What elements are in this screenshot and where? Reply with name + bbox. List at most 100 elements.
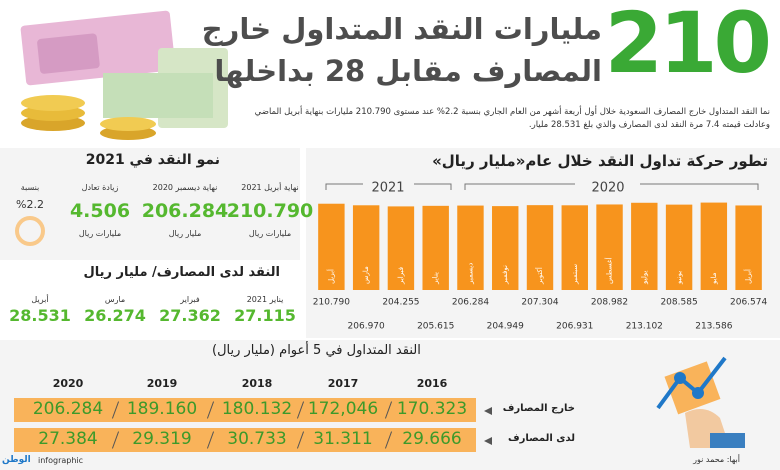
headline: المصارف مقابل 28 بداخلها xyxy=(214,54,602,88)
brand-sub: infographic xyxy=(38,456,84,465)
year-header: 2018 xyxy=(241,377,273,390)
category-label: يناير xyxy=(432,272,440,285)
chart-title: تطور حركة تداول النقد خلال عام«مليار ريا… xyxy=(432,152,768,170)
bank-value: 28.531 xyxy=(9,306,71,325)
bank-label: فبراير xyxy=(180,295,200,304)
bar xyxy=(422,205,449,290)
percent-ring xyxy=(15,216,45,246)
growth-panel xyxy=(0,148,300,260)
value-label: 210.790 xyxy=(313,298,350,308)
cell: 170.323 xyxy=(396,399,468,419)
bar xyxy=(596,204,623,290)
year-header: 2016 xyxy=(416,377,448,390)
year-header: 2019 xyxy=(146,377,178,390)
value-label: 206.931 xyxy=(556,322,593,332)
category-label: أغسطس xyxy=(605,257,614,284)
value-label: 206.970 xyxy=(348,322,385,332)
value-label: 207.304 xyxy=(521,298,558,308)
row-band xyxy=(14,398,476,422)
bar xyxy=(735,205,762,290)
item-value: 206.284 xyxy=(141,200,229,222)
cell: 189.160 xyxy=(126,399,198,419)
bar xyxy=(457,205,484,290)
category-label: يوليو xyxy=(640,271,648,285)
cell: 30.733 xyxy=(227,429,287,449)
banks-title: النقد لدى المصارف/ مليار ريال xyxy=(83,265,280,280)
bar xyxy=(318,203,345,290)
category-label: نوفمبر xyxy=(501,265,509,285)
bar xyxy=(352,205,380,290)
cell: 29.319 xyxy=(132,429,192,449)
category-label: فبراير xyxy=(397,267,405,285)
category-label: أكتوبر xyxy=(535,267,544,285)
bank-value: 26.274 xyxy=(84,306,146,325)
value-label: 213.586 xyxy=(695,322,732,332)
group-bracket xyxy=(325,183,452,190)
row-label: خارج المصارف xyxy=(502,403,575,414)
group-label: 2020 xyxy=(591,181,624,196)
growth-title: نمو النقد في 2021 xyxy=(85,152,220,168)
value-label: 205.615 xyxy=(417,322,454,332)
group-bracket xyxy=(464,183,759,190)
item-label: زيادة تعادل xyxy=(81,183,119,192)
item-unit: مليارات ريال xyxy=(248,229,292,238)
hand-illustration xyxy=(656,356,745,448)
money-illustration xyxy=(20,10,228,140)
bar xyxy=(492,206,519,290)
year-header: 2017 xyxy=(327,377,359,390)
cell: 180.132 xyxy=(221,399,293,419)
item-value: 210.790 xyxy=(226,200,314,222)
row-band xyxy=(14,428,476,452)
value-label: 206.574 xyxy=(730,298,767,308)
cell: 29.666 xyxy=(402,429,462,449)
bar xyxy=(665,204,693,290)
value-label: 208.982 xyxy=(591,298,628,308)
value-label: 204.949 xyxy=(487,322,524,332)
item-label: بنسبة xyxy=(20,183,40,192)
intro: نما النقد المتداول خارج المصارف السعودية… xyxy=(254,107,770,130)
bank-value: 27.115 xyxy=(234,306,296,325)
bar xyxy=(631,202,658,290)
category-label: مارس xyxy=(362,266,370,284)
item-unit: مليارات ريال xyxy=(78,229,122,238)
value-label: 204.255 xyxy=(382,298,419,308)
item-value: 4.506 xyxy=(69,200,131,222)
cell: 31.311 xyxy=(313,429,373,449)
category-label: يونيو xyxy=(675,271,683,285)
bar-chart: 2021 2020 أبريل 210.790 مارس 206.970 فبراير 2… xyxy=(313,181,768,332)
credit: أبها: محمد نور xyxy=(693,455,740,464)
bank-label: يناير 2021 xyxy=(246,295,284,304)
item-label: نهاية ديسمبر 2020 xyxy=(152,183,218,192)
row-label: لدى المصارف xyxy=(507,433,575,444)
big-number: 210 xyxy=(604,0,772,92)
bank-value: 27.362 xyxy=(159,306,221,325)
bank-label: مارس xyxy=(104,295,126,304)
item-label: نهاية أبريل 2021 xyxy=(241,183,299,192)
category-label: مايو xyxy=(710,272,718,285)
value-label: 208.585 xyxy=(660,298,697,308)
year-header: 2020 xyxy=(52,377,84,390)
table-title: النقد المتداول في 5 أعوام (مليار ريال) xyxy=(212,343,421,358)
category-label: أبريل xyxy=(326,269,335,284)
bar xyxy=(700,202,728,290)
row-arrow xyxy=(484,407,492,415)
category-label: ديسمبر xyxy=(466,263,474,285)
headline: مليارات النقد المتداول خارج xyxy=(201,12,602,46)
bar xyxy=(526,205,554,290)
value-label: 206.284 xyxy=(452,298,489,308)
cell: 172,046 xyxy=(307,399,379,419)
category-label: سبتمبر xyxy=(571,264,579,285)
item-value: %2.2 xyxy=(16,198,44,211)
value-label: 213.102 xyxy=(626,322,663,332)
cell: 206.284 xyxy=(32,399,104,419)
row-arrow xyxy=(484,437,492,445)
group-label: 2021 xyxy=(371,181,404,196)
brand: الوطن xyxy=(2,455,31,465)
bar xyxy=(561,205,588,290)
category-label: أبريل xyxy=(744,269,753,284)
item-unit: مليار ريال xyxy=(168,229,202,238)
bar xyxy=(387,206,415,290)
cell: 27.384 xyxy=(38,429,98,449)
